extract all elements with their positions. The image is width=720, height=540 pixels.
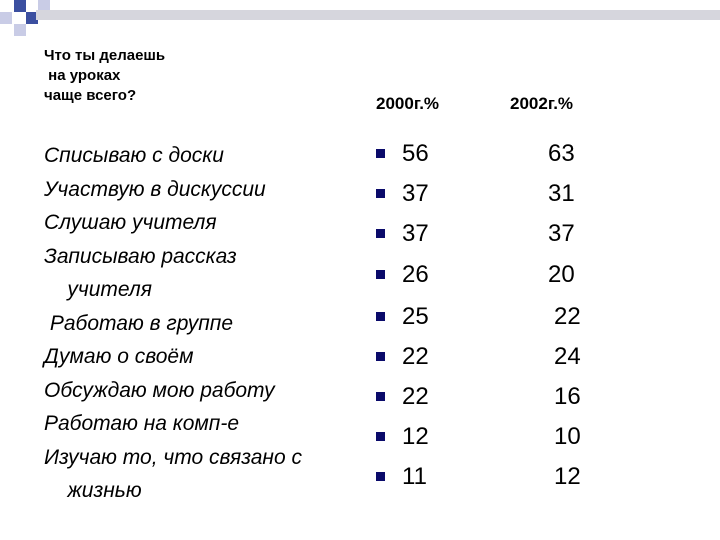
- value-2000: 56: [402, 140, 429, 167]
- column-header-2000: 2000г.%: [376, 94, 440, 113]
- activity-labels: Списываю с доски Участвую в дискуссии Сл…: [44, 144, 302, 502]
- value-2002: 22: [554, 303, 581, 330]
- value-2002: 16: [554, 383, 581, 410]
- value-2002: 12: [554, 463, 581, 490]
- value-2002: 31: [548, 180, 575, 207]
- value-2002: 10: [554, 423, 581, 450]
- value-row: 12 10: [370, 422, 700, 452]
- value-row: 22 24: [370, 342, 700, 372]
- value-2000: 11: [402, 463, 427, 490]
- value-2000: 22: [402, 343, 429, 370]
- value-row: 25 22: [370, 302, 700, 332]
- value-2000: 37: [402, 180, 429, 207]
- value-2002: 37: [548, 220, 575, 247]
- value-2002: 20: [548, 261, 575, 288]
- square-bullet-icon: [376, 472, 385, 481]
- question-heading: Что ты делаешь на уроках чаще всего?: [44, 47, 166, 104]
- value-2000: 26: [402, 261, 429, 288]
- value-row: 11 12: [370, 462, 700, 492]
- square-bullet-icon: [376, 189, 385, 198]
- value-row: 37 31: [370, 179, 700, 209]
- value-2000: 37: [402, 220, 429, 247]
- value-2000: 12: [402, 423, 429, 450]
- square-bullet-icon: [376, 149, 385, 158]
- corner-decoration: [0, 0, 60, 40]
- value-2002: 63: [548, 140, 575, 167]
- column-header-2002: 2002г.%: [510, 94, 574, 113]
- value-row: 26 20: [370, 260, 700, 290]
- value-row: 37 37: [370, 219, 700, 249]
- square-bullet-icon: [376, 270, 385, 279]
- value-2000: 25: [402, 303, 429, 330]
- square-bullet-icon: [376, 229, 385, 238]
- value-2000: 22: [402, 383, 429, 410]
- value-row: 56 63: [370, 139, 700, 169]
- value-row: 22 16: [370, 382, 700, 412]
- square-bullet-icon: [376, 352, 385, 361]
- square-bullet-icon: [376, 432, 385, 441]
- square-bullet-icon: [376, 312, 385, 321]
- value-2002: 24: [554, 343, 581, 370]
- top-rule: [36, 10, 720, 20]
- square-bullet-icon: [376, 392, 385, 401]
